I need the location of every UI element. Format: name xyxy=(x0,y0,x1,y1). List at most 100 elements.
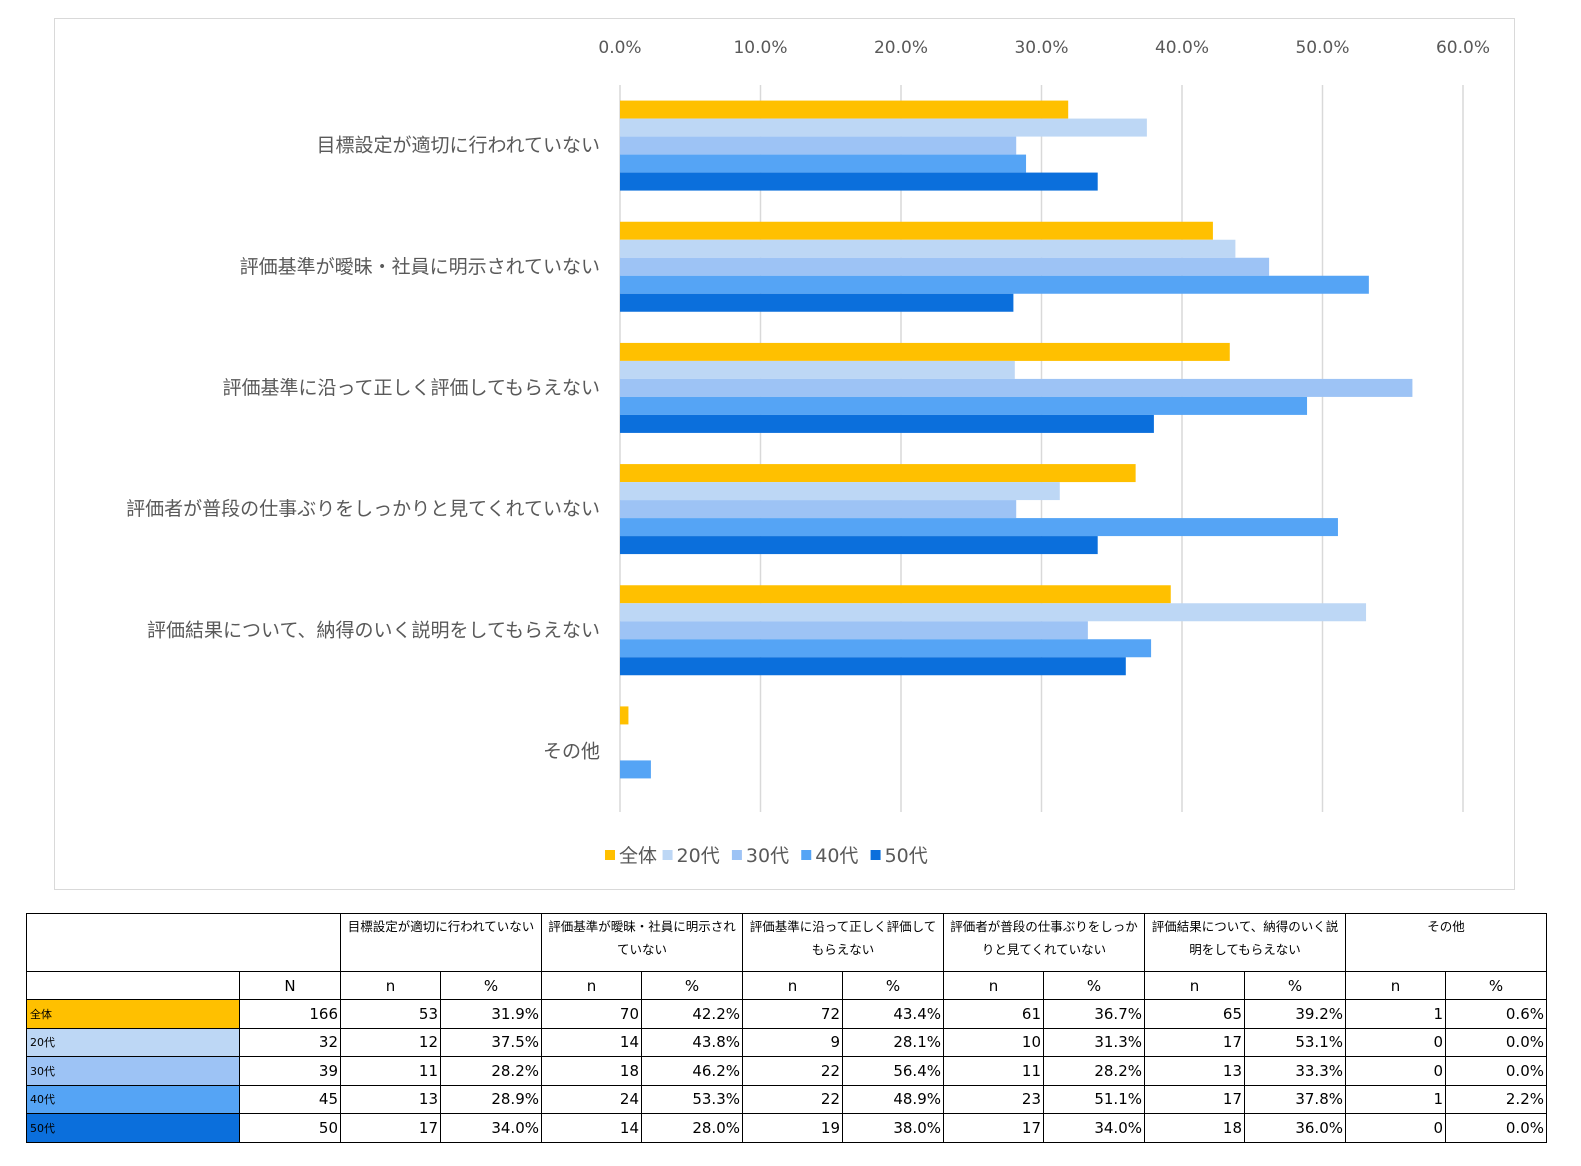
cell-percent: 0.0% xyxy=(1445,1113,1547,1143)
x-tick-label: 40.0% xyxy=(1155,38,1209,58)
category-label: 評価者が普段の仕事ぶりをしっかりと見てくれていない xyxy=(126,498,600,520)
bar xyxy=(620,639,1152,658)
cell-percent: 36.7% xyxy=(1043,999,1145,1029)
table-row: 50代 50 17 34.0% 14 28.0% 19 38.0% 17 34.0% 18 36.0%… xyxy=(26,1113,1547,1143)
cell-n: 18 xyxy=(541,1056,642,1086)
cell-N: 166 xyxy=(239,999,341,1029)
cell-percent: 28.9% xyxy=(440,1084,542,1114)
column-header-question: 目標設定が適切に行われていない xyxy=(340,913,542,972)
cell-n: 12 xyxy=(340,1027,441,1057)
bar xyxy=(620,136,1017,155)
bar xyxy=(620,100,1069,119)
bar xyxy=(620,239,1236,258)
x-tick-label: 20.0% xyxy=(874,38,928,58)
column-header-n: n xyxy=(1144,971,1245,1000)
bar xyxy=(620,760,651,779)
bar xyxy=(620,342,1230,361)
x-tick-label: 50.0% xyxy=(1295,38,1349,58)
cell-n: 9 xyxy=(742,1027,843,1057)
cell-percent: 34.0% xyxy=(440,1113,542,1143)
cell-n: 0 xyxy=(1345,1027,1446,1057)
legend-label: 40代 xyxy=(815,845,858,867)
category-label: 評価基準が曖昧・社員に明示されていない xyxy=(240,256,600,278)
bar xyxy=(620,154,1027,173)
x-tick-label: 60.0% xyxy=(1436,38,1490,58)
cell-percent: 42.2% xyxy=(641,999,743,1029)
cell-n: 53 xyxy=(340,999,441,1029)
cell-percent: 31.9% xyxy=(440,999,542,1029)
column-header-question: 評価基準に沿って正しく評価してもらえない xyxy=(742,913,944,972)
table-corner-cell xyxy=(26,913,341,972)
column-header-question: 評価結果について、納得のいく説明をしてもらえない xyxy=(1144,913,1346,972)
cell-percent: 51.1% xyxy=(1043,1084,1145,1114)
cell-percent: 36.0% xyxy=(1244,1113,1346,1143)
row-label: 40代 xyxy=(26,1084,240,1114)
cell-n: 22 xyxy=(742,1056,843,1086)
column-header-percent: % xyxy=(1445,971,1547,1000)
column-header-percent: % xyxy=(842,971,944,1000)
cell-n: 18 xyxy=(1144,1113,1245,1143)
table-row: 全体 166 53 31.9% 70 42.2% 72 43.4% 61 36.7% 65 39.2%… xyxy=(26,999,1547,1029)
column-header-percent: % xyxy=(641,971,743,1000)
bar xyxy=(620,464,1136,483)
column-header-percent: % xyxy=(1244,971,1346,1000)
cell-n: 17 xyxy=(1144,1084,1245,1114)
column-header-n: n xyxy=(943,971,1044,1000)
cell-N: 45 xyxy=(239,1084,341,1114)
cell-n: 13 xyxy=(340,1084,441,1114)
cell-n: 11 xyxy=(943,1056,1044,1086)
cell-n: 17 xyxy=(1144,1027,1245,1057)
cell-percent: 0.0% xyxy=(1445,1056,1547,1086)
cell-percent: 28.0% xyxy=(641,1113,743,1143)
bar xyxy=(620,621,1088,640)
category-label: 評価結果について、納得のいく説明をしてもらえない xyxy=(147,619,600,641)
cell-n: 70 xyxy=(541,999,642,1029)
x-tick-label: 30.0% xyxy=(1014,38,1068,58)
cell-n: 17 xyxy=(943,1113,1044,1143)
bar xyxy=(620,500,1017,519)
cell-percent: 56.4% xyxy=(842,1056,944,1086)
cell-percent: 28.1% xyxy=(842,1027,944,1057)
cell-percent: 43.4% xyxy=(842,999,944,1029)
table-row: 30代 39 11 28.2% 18 46.2% 22 56.4% 11 28.2% 13 33.3%… xyxy=(26,1056,1547,1086)
cell-n: 0 xyxy=(1345,1113,1446,1143)
cell-percent: 31.3% xyxy=(1043,1027,1145,1057)
cell-percent: 37.8% xyxy=(1244,1084,1346,1114)
category-label: 目標設定が適切に行われていない xyxy=(317,135,600,157)
cell-n: 1 xyxy=(1345,1084,1446,1114)
cell-percent: 53.1% xyxy=(1244,1027,1346,1057)
bar xyxy=(620,172,1098,191)
cell-percent: 43.8% xyxy=(641,1027,743,1057)
cell-n: 61 xyxy=(943,999,1044,1029)
bar xyxy=(620,118,1147,137)
cell-percent: 53.3% xyxy=(641,1084,743,1114)
column-header-n: n xyxy=(1345,971,1446,1000)
x-tick-label: 0.0% xyxy=(598,38,641,58)
table-row: 40代 45 13 28.9% 24 53.3% 22 48.9% 23 51.1% 17 37.8%… xyxy=(26,1084,1547,1114)
bar xyxy=(620,518,1338,537)
table-row: 20代 32 12 37.5% 14 43.8% 9 28.1% 10 31.3% 17 53.1% 0… xyxy=(26,1027,1547,1057)
cell-n: 24 xyxy=(541,1084,642,1114)
bar xyxy=(620,360,1015,379)
cell-n: 10 xyxy=(943,1027,1044,1057)
cell-n: 1 xyxy=(1345,999,1446,1029)
cell-percent: 28.2% xyxy=(440,1056,542,1086)
column-header-n: n xyxy=(541,971,642,1000)
cell-n: 0 xyxy=(1345,1056,1446,1086)
bar xyxy=(620,275,1369,294)
cell-percent: 34.0% xyxy=(1043,1113,1145,1143)
legend-swatch xyxy=(662,850,673,860)
bar xyxy=(620,536,1098,555)
cell-percent: 0.6% xyxy=(1445,999,1547,1029)
cell-percent: 33.3% xyxy=(1244,1056,1346,1086)
bar xyxy=(620,585,1171,604)
bar xyxy=(620,221,1213,240)
category-label: 評価基準に沿って正しく評価してもらえない xyxy=(222,377,600,399)
legend-swatch xyxy=(870,850,881,860)
cell-percent: 38.0% xyxy=(842,1113,944,1143)
cell-n: 23 xyxy=(943,1084,1044,1114)
column-header-n: n xyxy=(742,971,843,1000)
bar xyxy=(620,414,1154,433)
legend-swatch xyxy=(801,850,812,860)
row-label: 30代 xyxy=(26,1056,240,1086)
